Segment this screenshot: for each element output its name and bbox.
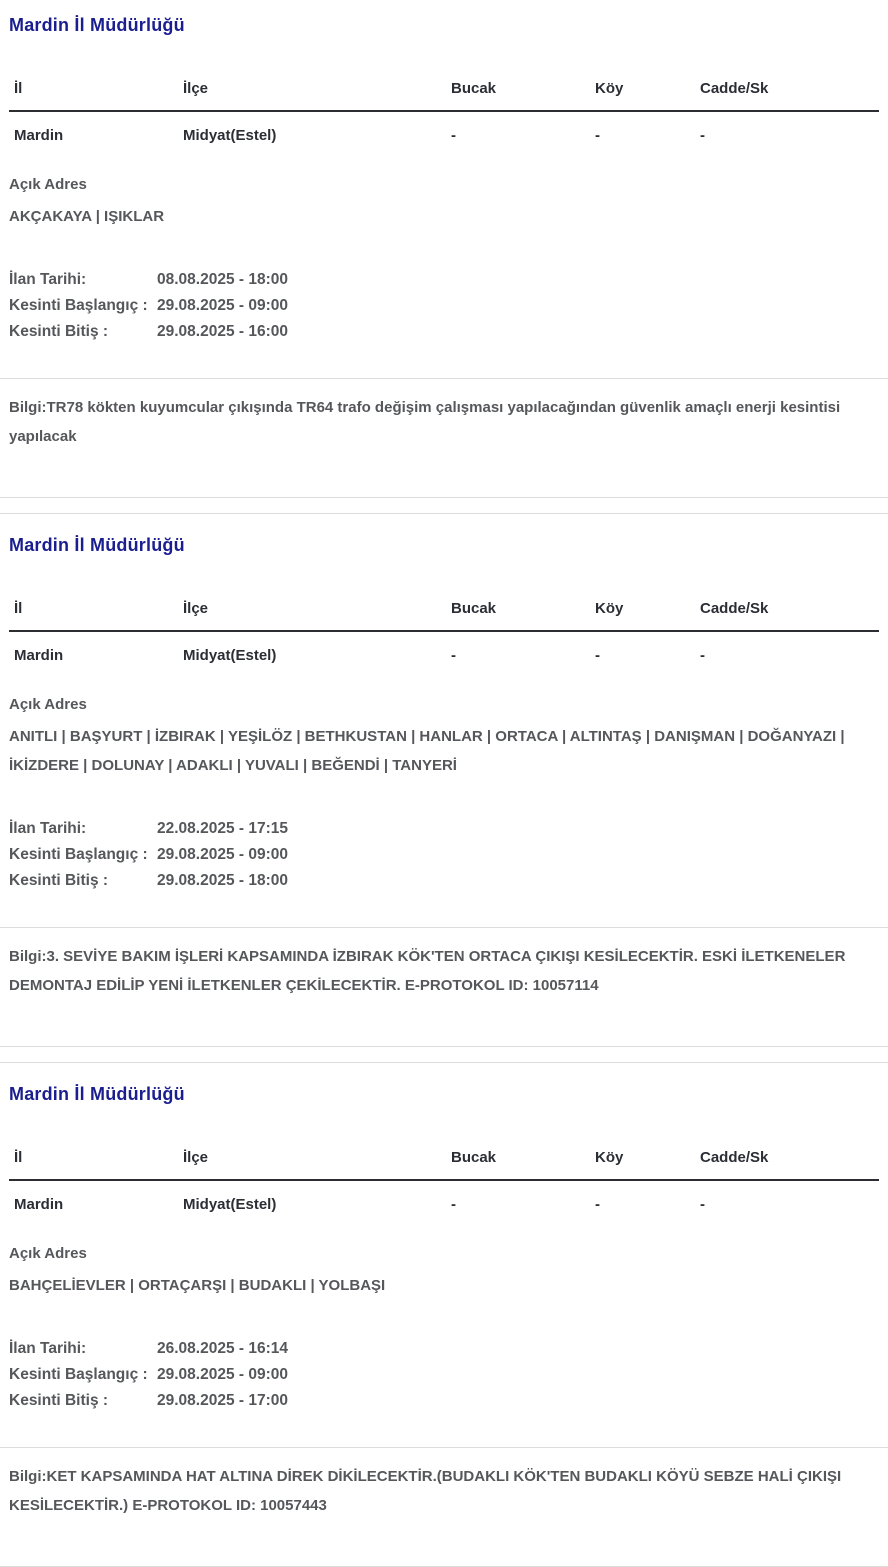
- announce-date-value: 08.08.2025 - 18:00: [157, 271, 288, 288]
- col-header-caddesk: Cadde/Sk: [695, 600, 879, 632]
- cell-bucak: -: [451, 127, 456, 144]
- cell-bucak: -: [451, 1196, 456, 1213]
- col-header-ilce: İlçe: [178, 600, 446, 632]
- outage-dates: İlan Tarihi: 22.08.2025 - 17:15 Kesinti …: [9, 816, 879, 894]
- announce-date-row: İlan Tarihi: 26.08.2025 - 16:14: [9, 1336, 879, 1362]
- col-header-bucak: Bucak: [446, 80, 590, 112]
- cell-koy: -: [595, 1196, 600, 1213]
- info-divider: [0, 927, 888, 928]
- outage-start-value: 29.08.2025 - 09:00: [157, 1366, 288, 1383]
- cell-ilce: Midyat(Estel): [183, 1196, 277, 1213]
- announce-date-row: İlan Tarihi: 08.08.2025 - 18:00: [9, 267, 879, 293]
- cell-caddesk: -: [700, 127, 705, 144]
- announce-date-row: İlan Tarihi: 22.08.2025 - 17:15: [9, 816, 879, 842]
- col-header-koy: Köy: [590, 1149, 695, 1181]
- outage-card: Mardin İl Müdürlüğü İl İlçe Bucak Köy Ca…: [0, 513, 888, 1047]
- outage-start-value: 29.08.2025 - 09:00: [157, 846, 288, 863]
- cell-koy: -: [595, 127, 600, 144]
- cell-il: Mardin: [14, 647, 64, 664]
- open-address-value: ANITLI | BAŞYURT | İZBIRAK | YEŞİLÖZ | B…: [9, 728, 845, 774]
- info-divider: [0, 378, 888, 379]
- directorate-title: Mardin İl Müdürlüğü: [9, 1084, 185, 1104]
- location-table-header-row: İl İlçe Bucak Köy Cadde/Sk: [9, 1149, 879, 1181]
- cell-koy: -: [595, 647, 600, 664]
- col-header-ilce: İlçe: [178, 80, 446, 112]
- open-address-label: Açık Adres: [9, 696, 87, 713]
- outage-info-text: Bilgi:3. SEVİYE BAKIM İŞLERİ KAPSAMINDA …: [9, 948, 846, 994]
- col-header-bucak: Bucak: [446, 600, 590, 632]
- announce-date-value: 26.08.2025 - 16:14: [157, 1340, 288, 1357]
- directorate-title: Mardin İl Müdürlüğü: [9, 15, 185, 35]
- open-address-label: Açık Adres: [9, 176, 87, 193]
- directorate-title: Mardin İl Müdürlüğü: [9, 535, 185, 555]
- col-header-caddesk: Cadde/Sk: [695, 1149, 879, 1181]
- col-header-caddesk: Cadde/Sk: [695, 80, 879, 112]
- cell-caddesk: -: [700, 1196, 705, 1213]
- announce-date-label: İlan Tarihi:: [9, 820, 87, 837]
- open-address-label: Açık Adres: [9, 1245, 87, 1262]
- info-divider: [0, 1447, 888, 1448]
- outage-info-text: Bilgi:TR78 kökten kuyumcular çıkışında T…: [9, 399, 841, 445]
- announce-date-value: 22.08.2025 - 17:15: [157, 820, 288, 837]
- outage-card: Mardin İl Müdürlüğü İl İlçe Bucak Köy Ca…: [0, 1062, 888, 1567]
- outage-start-label: Kesinti Başlangıç :: [9, 297, 148, 314]
- location-table-row: Mardin Midyat(Estel) - - -: [9, 631, 879, 686]
- outage-end-row: Kesinti Bitiş : 29.08.2025 - 18:00: [9, 868, 879, 894]
- outage-end-value: 29.08.2025 - 16:00: [157, 323, 288, 340]
- outage-end-label: Kesinti Bitiş :: [9, 323, 109, 340]
- cell-ilce: Midyat(Estel): [183, 127, 277, 144]
- announce-date-label: İlan Tarihi:: [9, 271, 87, 288]
- outage-end-row: Kesinti Bitiş : 29.08.2025 - 16:00: [9, 319, 879, 345]
- outage-end-label: Kesinti Bitiş :: [9, 872, 109, 889]
- location-table-row: Mardin Midyat(Estel) - - -: [9, 111, 879, 166]
- location-table-header-row: İl İlçe Bucak Köy Cadde/Sk: [9, 600, 879, 632]
- col-header-ilce: İlçe: [178, 1149, 446, 1181]
- col-header-il: İl: [9, 600, 178, 632]
- outage-start-row: Kesinti Başlangıç : 29.08.2025 - 09:00: [9, 293, 879, 319]
- location-table-row: Mardin Midyat(Estel) - - -: [9, 1180, 879, 1235]
- col-header-koy: Köy: [590, 80, 695, 112]
- col-header-il: İl: [9, 1149, 178, 1181]
- col-header-koy: Köy: [590, 600, 695, 632]
- outage-dates: İlan Tarihi: 26.08.2025 - 16:14 Kesinti …: [9, 1336, 879, 1414]
- cell-il: Mardin: [14, 127, 64, 144]
- outage-end-row: Kesinti Bitiş : 29.08.2025 - 17:00: [9, 1388, 879, 1414]
- outage-start-row: Kesinti Başlangıç : 29.08.2025 - 09:00: [9, 1362, 879, 1388]
- cell-bucak: -: [451, 647, 456, 664]
- location-table-header-row: İl İlçe Bucak Köy Cadde/Sk: [9, 80, 879, 112]
- open-address-value: BAHÇELİEVLER | ORTAÇARŞI | BUDAKLI | YOL…: [9, 1277, 386, 1294]
- announce-date-label: İlan Tarihi:: [9, 1340, 87, 1357]
- outage-end-value: 29.08.2025 - 17:00: [157, 1392, 288, 1409]
- open-address-value: AKÇAKAYA | IŞIKLAR: [9, 208, 165, 225]
- outage-end-value: 29.08.2025 - 18:00: [157, 872, 288, 889]
- outage-dates: İlan Tarihi: 08.08.2025 - 18:00 Kesinti …: [9, 267, 879, 345]
- outage-start-label: Kesinti Başlangıç :: [9, 1366, 148, 1383]
- cell-il: Mardin: [14, 1196, 64, 1213]
- location-table: İl İlçe Bucak Köy Cadde/Sk Mardin Midyat…: [9, 600, 879, 686]
- col-header-il: İl: [9, 80, 178, 112]
- outage-start-label: Kesinti Başlangıç :: [9, 846, 148, 863]
- location-table: İl İlçe Bucak Köy Cadde/Sk Mardin Midyat…: [9, 80, 879, 166]
- outage-start-value: 29.08.2025 - 09:00: [157, 297, 288, 314]
- outage-start-row: Kesinti Başlangıç : 29.08.2025 - 09:00: [9, 842, 879, 868]
- outage-card: Mardin İl Müdürlüğü İl İlçe Bucak Köy Ca…: [0, 0, 888, 498]
- cell-ilce: Midyat(Estel): [183, 647, 277, 664]
- col-header-bucak: Bucak: [446, 1149, 590, 1181]
- cell-caddesk: -: [700, 647, 705, 664]
- outage-end-label: Kesinti Bitiş :: [9, 1392, 109, 1409]
- location-table: İl İlçe Bucak Köy Cadde/Sk Mardin Midyat…: [9, 1149, 879, 1235]
- outage-info-text: Bilgi:KET KAPSAMINDA HAT ALTINA DİREK Dİ…: [9, 1468, 842, 1514]
